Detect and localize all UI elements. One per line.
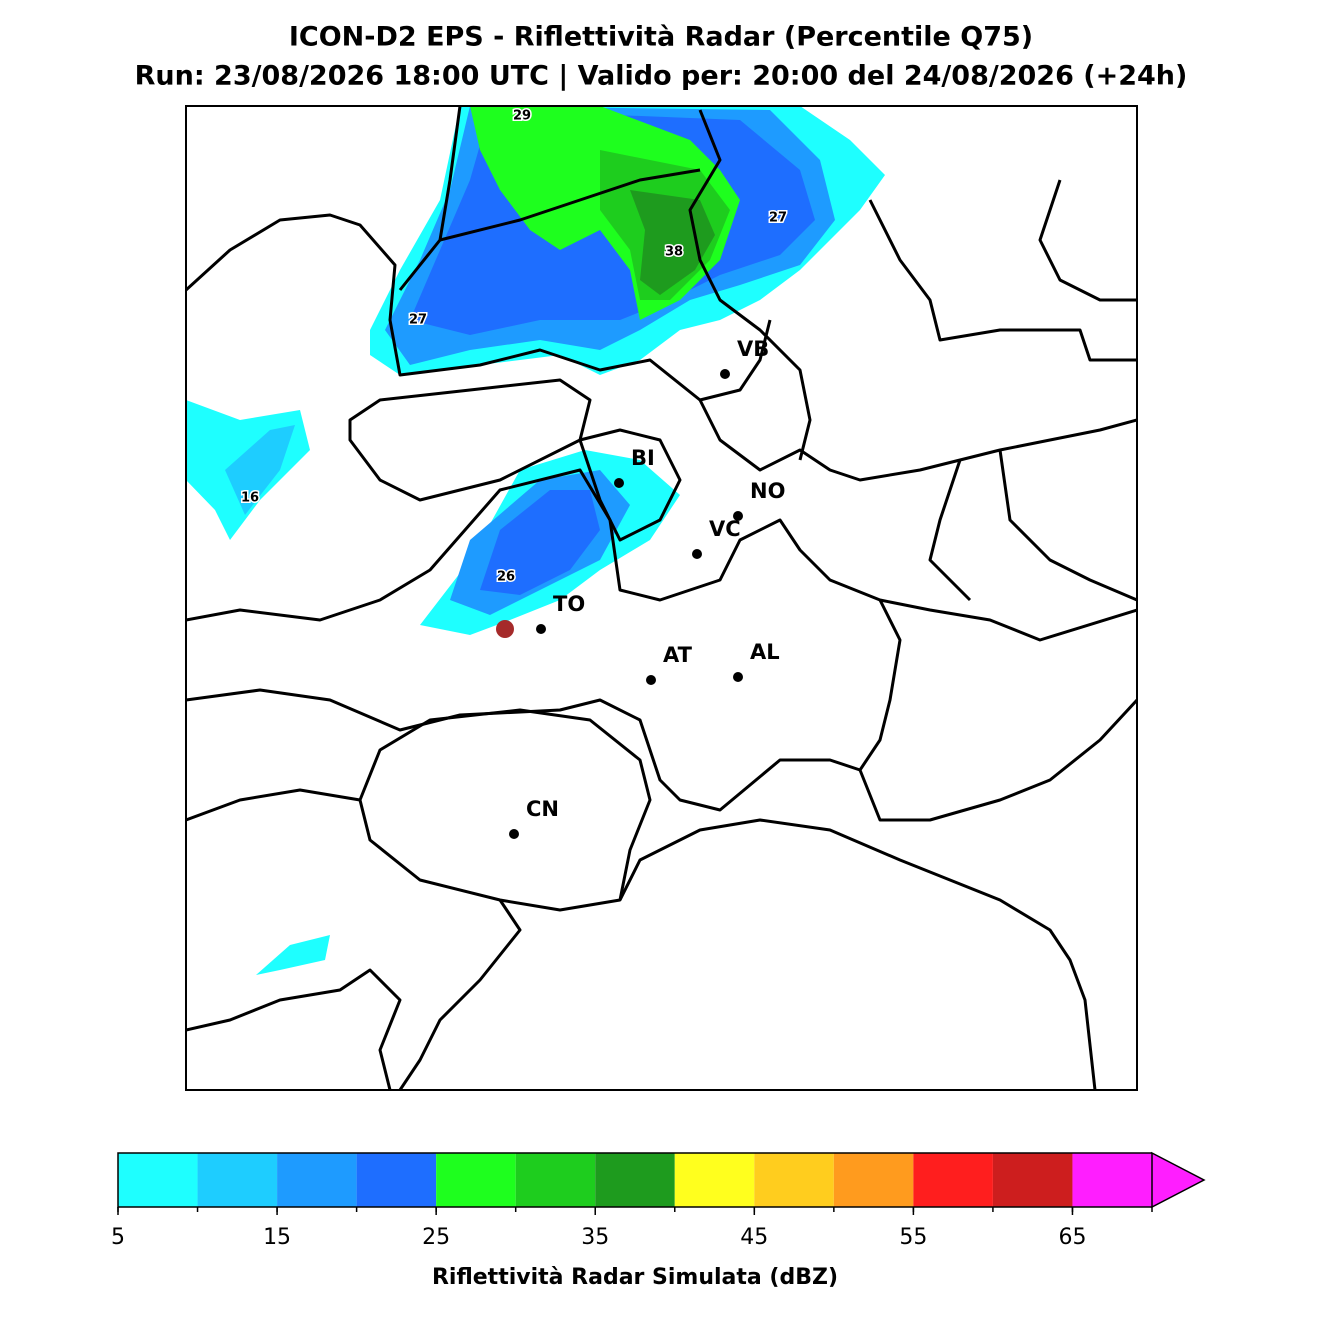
city-label: AL [750, 640, 780, 664]
contour-label: 27 [769, 211, 787, 226]
colorbar-segment [595, 1153, 675, 1207]
city-label: NO [750, 479, 785, 503]
contour-label: 26 [497, 570, 515, 585]
city-label: VB [737, 337, 769, 361]
colorbar: 5 15 25 35 45 55 65 [111, 1151, 1206, 1250]
colorbar-segment [118, 1153, 198, 1207]
city-label: CN [526, 797, 559, 821]
colorbar-tick-label: 45 [740, 1225, 768, 1250]
colorbar-segment [754, 1153, 834, 1207]
city-dot [536, 624, 546, 634]
colorbar-segment [1072, 1153, 1152, 1207]
city-dot [733, 511, 743, 521]
colorbar-segment [436, 1153, 516, 1207]
subtitle: Run: 23/08/2026 18:00 UTC | Valido per: … [135, 61, 1188, 92]
colorbar-label: Riflettività Radar Simulata (dBZ) [432, 1265, 838, 1290]
colorbar-segment [913, 1153, 993, 1207]
colorbar-segment [356, 1153, 437, 1207]
colorbar-segment [833, 1153, 914, 1207]
title: ICON-D2 EPS - Riflettività Radar (Percen… [289, 22, 1033, 53]
colorbar-segment [992, 1153, 1073, 1207]
city-label: VC [709, 517, 741, 541]
colorbar-segment [197, 1153, 278, 1207]
city-label: AT [663, 643, 693, 667]
colorbar-tick-label: 25 [422, 1225, 450, 1250]
radar-field [186, 106, 885, 975]
colorbar-tick-label: 55 [899, 1225, 927, 1250]
city-label: BI [631, 446, 655, 470]
contour-label: 16 [241, 491, 259, 506]
colorbar-extension [1151, 1151, 1206, 1209]
city-dot [692, 549, 702, 559]
city-dot [614, 478, 624, 488]
city-dot [509, 829, 519, 839]
map [186, 106, 1137, 1090]
colorbar-segment [515, 1153, 596, 1207]
colorbar-outline [117, 1152, 1152, 1208]
map-frame [185, 105, 1138, 1091]
city-dot [720, 369, 730, 379]
city-dot [733, 672, 743, 682]
contour-label: 27 [409, 313, 427, 328]
city-dot [646, 675, 656, 685]
contour-label: 29 [513, 109, 531, 124]
colorbar-segment [277, 1153, 357, 1207]
colorbar-tick-label: 15 [263, 1225, 291, 1250]
contour-label: 38 [665, 245, 683, 260]
borders [186, 106, 1137, 1090]
colorbar-tick-label: 35 [581, 1225, 609, 1250]
colorbar-tick-label: 5 [111, 1225, 125, 1250]
colorbar-segment [674, 1153, 755, 1207]
colorbar-tick-label: 65 [1058, 1225, 1086, 1250]
location-marker [496, 620, 514, 638]
city-label: TO [553, 592, 585, 616]
